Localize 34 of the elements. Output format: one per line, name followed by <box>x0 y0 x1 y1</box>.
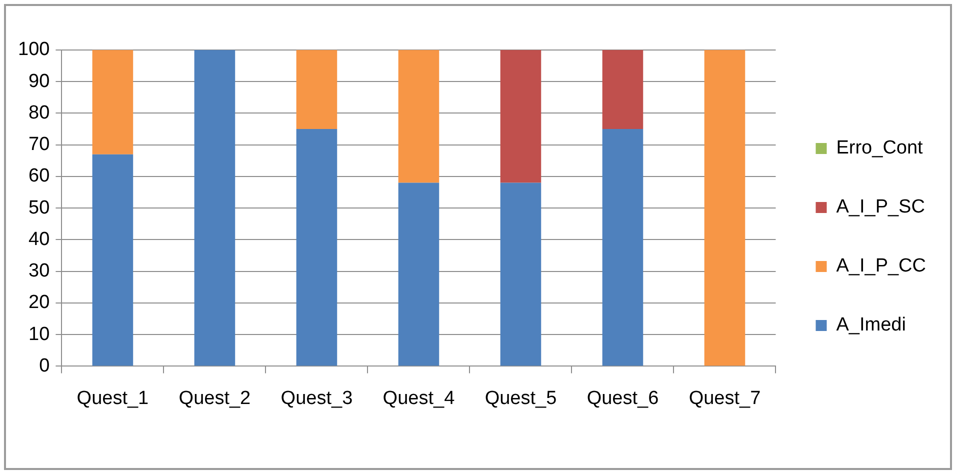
bar <box>704 50 746 366</box>
x-tick-label: Quest_4 <box>382 388 456 409</box>
y-tick-label: 10 <box>28 324 50 345</box>
x-tick-label: Quest_2 <box>178 388 251 409</box>
legend-label: A_Imedi <box>836 314 906 336</box>
bar <box>500 182 542 366</box>
y-tick-label: 60 <box>28 166 50 187</box>
x-tick-label: Quest_6 <box>586 388 659 409</box>
bar <box>92 50 134 154</box>
legend-label: Erro_Cont <box>836 138 924 159</box>
bar <box>296 50 338 130</box>
bar <box>92 154 134 366</box>
bar <box>296 129 338 366</box>
y-tick-label: 40 <box>28 228 50 250</box>
y-tick-label: 20 <box>28 292 50 314</box>
x-tick-label: Quest_7 <box>688 388 761 409</box>
x-tick-label: Quest_1 <box>76 388 149 409</box>
y-tick-label: 100 <box>18 39 50 60</box>
bar <box>602 50 644 130</box>
bar <box>398 182 440 366</box>
y-tick-label: 0 <box>39 355 50 376</box>
y-tick-label: 90 <box>28 70 50 92</box>
bar <box>602 129 644 366</box>
bar <box>194 50 236 366</box>
y-tick-label: 70 <box>28 134 50 156</box>
legend-label: A_I_P_CC <box>836 256 926 277</box>
y-tick-label: 50 <box>28 197 50 218</box>
legend-label: A_I_P_SC <box>836 196 925 218</box>
y-tick-label: 80 <box>28 102 50 124</box>
x-tick-label: Quest_3 <box>280 388 353 409</box>
bar <box>500 50 542 183</box>
bar <box>398 50 440 183</box>
x-tick-label: Quest_5 <box>484 388 557 409</box>
y-tick-label: 30 <box>28 260 50 282</box>
